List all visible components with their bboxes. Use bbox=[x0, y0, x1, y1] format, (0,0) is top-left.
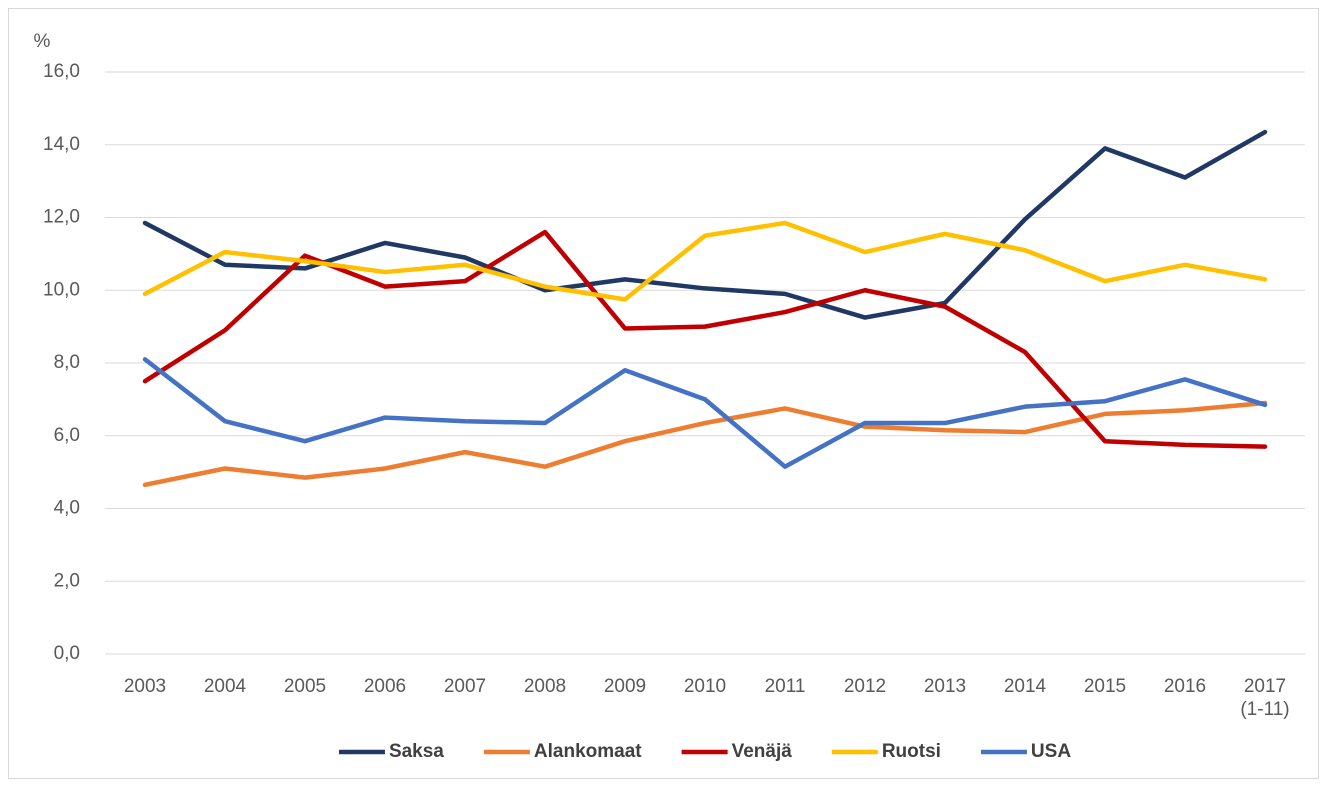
x-tick-label: 2014 bbox=[1004, 676, 1047, 697]
x-tick-label: 2017 (1-11) bbox=[1240, 676, 1289, 720]
legend-label: Saksa bbox=[389, 741, 444, 762]
x-tick-label: 2015 bbox=[1084, 676, 1126, 697]
legend-label: Ruotsi bbox=[882, 741, 941, 762]
y-tick-label: 8,0 bbox=[54, 352, 80, 373]
x-tick-label: 2006 bbox=[364, 676, 406, 697]
y-tick-label: 14,0 bbox=[43, 134, 80, 155]
legend-label: USA bbox=[1031, 741, 1071, 762]
series-line bbox=[142, 220, 1268, 302]
x-tick-label: 2009 bbox=[604, 676, 646, 697]
x-tick-label: 2011 bbox=[765, 676, 806, 697]
series-line bbox=[142, 357, 1268, 469]
series-line bbox=[142, 129, 1268, 320]
legend-label: Alankomaat bbox=[534, 741, 642, 762]
x-tick-label: 2013 bbox=[924, 676, 966, 697]
x-tick-label: 2004 bbox=[204, 676, 247, 697]
y-axis-label: % bbox=[34, 31, 51, 52]
x-tick-label: 2010 bbox=[684, 676, 726, 697]
y-tick-label: 16,0 bbox=[43, 61, 80, 82]
y-tick-label: 2,0 bbox=[54, 570, 80, 591]
y-tick-label: 0,0 bbox=[54, 643, 80, 664]
series-line bbox=[142, 400, 1268, 488]
x-tick-label: 2005 bbox=[284, 676, 326, 697]
chart-frame bbox=[8, 8, 1319, 779]
y-tick-label: 12,0 bbox=[43, 207, 80, 228]
x-tick-label: 2016 bbox=[1164, 676, 1206, 697]
y-tick-label: 4,0 bbox=[54, 498, 80, 519]
legend-label: Venäjä bbox=[732, 741, 793, 762]
x-tick-label: 2003 bbox=[124, 676, 166, 697]
x-tick-label: 2007 bbox=[444, 676, 486, 697]
x-tick-label: 2008 bbox=[524, 676, 566, 697]
y-tick-label: 6,0 bbox=[54, 425, 80, 446]
y-tick-label: 10,0 bbox=[43, 279, 80, 300]
x-tick-label: 2012 bbox=[844, 676, 886, 697]
